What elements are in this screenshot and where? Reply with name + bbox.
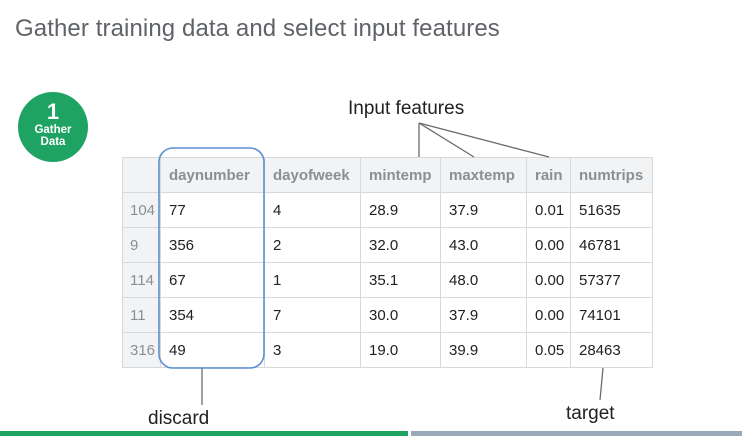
data-table-container: daynumber dayofweek mintemp maxtemp rain… xyxy=(122,157,653,368)
table-cell: 46781 xyxy=(570,227,653,263)
table-cell: 49 xyxy=(160,332,265,368)
table-row: 11 354 7 30.0 37.9 0.00 74101 xyxy=(122,297,653,333)
table-cell: 4 xyxy=(264,192,361,228)
pointer-line-target xyxy=(599,367,604,401)
table-cell: 37.9 xyxy=(440,192,527,228)
table-cell: 74101 xyxy=(570,297,653,333)
table-cell: 2 xyxy=(264,227,361,263)
row-index-cell: 114 xyxy=(122,262,161,298)
slide-title: Gather training data and select input fe… xyxy=(15,15,500,42)
table-row: 9 356 2 32.0 43.0 0.00 46781 xyxy=(122,227,653,263)
input-features-label: Input features xyxy=(348,98,465,119)
table-cell: 0.05 xyxy=(526,332,571,368)
table-cell: 32.0 xyxy=(360,227,441,263)
step-label-line2: Data xyxy=(40,136,66,148)
progress-bar-completed xyxy=(0,431,408,436)
step-label-line1: Gather xyxy=(34,124,72,136)
table-cell: 48.0 xyxy=(440,262,527,298)
table-cell: 7 xyxy=(264,297,361,333)
table-cell: 51635 xyxy=(570,192,653,228)
table-cell: 67 xyxy=(160,262,265,298)
row-index-cell: 11 xyxy=(122,297,161,333)
training-data-table: daynumber dayofweek mintemp maxtemp rain… xyxy=(122,157,653,368)
column-header-daynumber: daynumber xyxy=(160,157,265,193)
table-cell: 0.01 xyxy=(526,192,571,228)
step-badge: 1 Gather Data xyxy=(18,92,88,162)
arrow-to-maxtemp xyxy=(418,122,475,158)
discard-label: discard xyxy=(148,408,210,429)
table-cell: 356 xyxy=(160,227,265,263)
target-label: target xyxy=(566,403,615,424)
table-cell: 354 xyxy=(160,297,265,333)
table-cell: 19.0 xyxy=(360,332,441,368)
step-number: 1 xyxy=(46,99,60,124)
row-index-cell: 104 xyxy=(122,192,161,228)
progress-bar-remaining xyxy=(411,431,742,436)
table-cell: 1 xyxy=(264,262,361,298)
row-index-cell: 316 xyxy=(122,332,161,368)
table-cell: 35.1 xyxy=(360,262,441,298)
table-cell: 37.9 xyxy=(440,297,527,333)
table-cell: 39.9 xyxy=(440,332,527,368)
column-header-mintemp: mintemp xyxy=(360,157,441,193)
column-header-dayofweek: dayofweek xyxy=(264,157,361,193)
table-cell: 30.0 xyxy=(360,297,441,333)
column-header-rain: rain xyxy=(526,157,571,193)
table-cell: 57377 xyxy=(570,262,653,298)
column-header-index xyxy=(122,157,161,193)
table-cell: 77 xyxy=(160,192,265,228)
arrow-to-rain xyxy=(418,122,550,158)
column-header-numtrips: numtrips xyxy=(570,157,653,193)
row-index-cell: 9 xyxy=(122,227,161,263)
table-cell: 0.00 xyxy=(526,297,571,333)
table-cell: 43.0 xyxy=(440,227,527,263)
table-cell: 0.00 xyxy=(526,227,571,263)
table-cell: 28.9 xyxy=(360,192,441,228)
table-row: 104 77 4 28.9 37.9 0.01 51635 xyxy=(122,192,653,228)
column-header-maxtemp: maxtemp xyxy=(440,157,527,193)
table-cell: 3 xyxy=(264,332,361,368)
table-cell: 28463 xyxy=(570,332,653,368)
table-row: 114 67 1 35.1 48.0 0.00 57377 xyxy=(122,262,653,298)
table-cell: 0.00 xyxy=(526,262,571,298)
table-header-row: daynumber dayofweek mintemp maxtemp rain… xyxy=(122,157,653,193)
table-row: 316 49 3 19.0 39.9 0.05 28463 xyxy=(122,332,653,368)
